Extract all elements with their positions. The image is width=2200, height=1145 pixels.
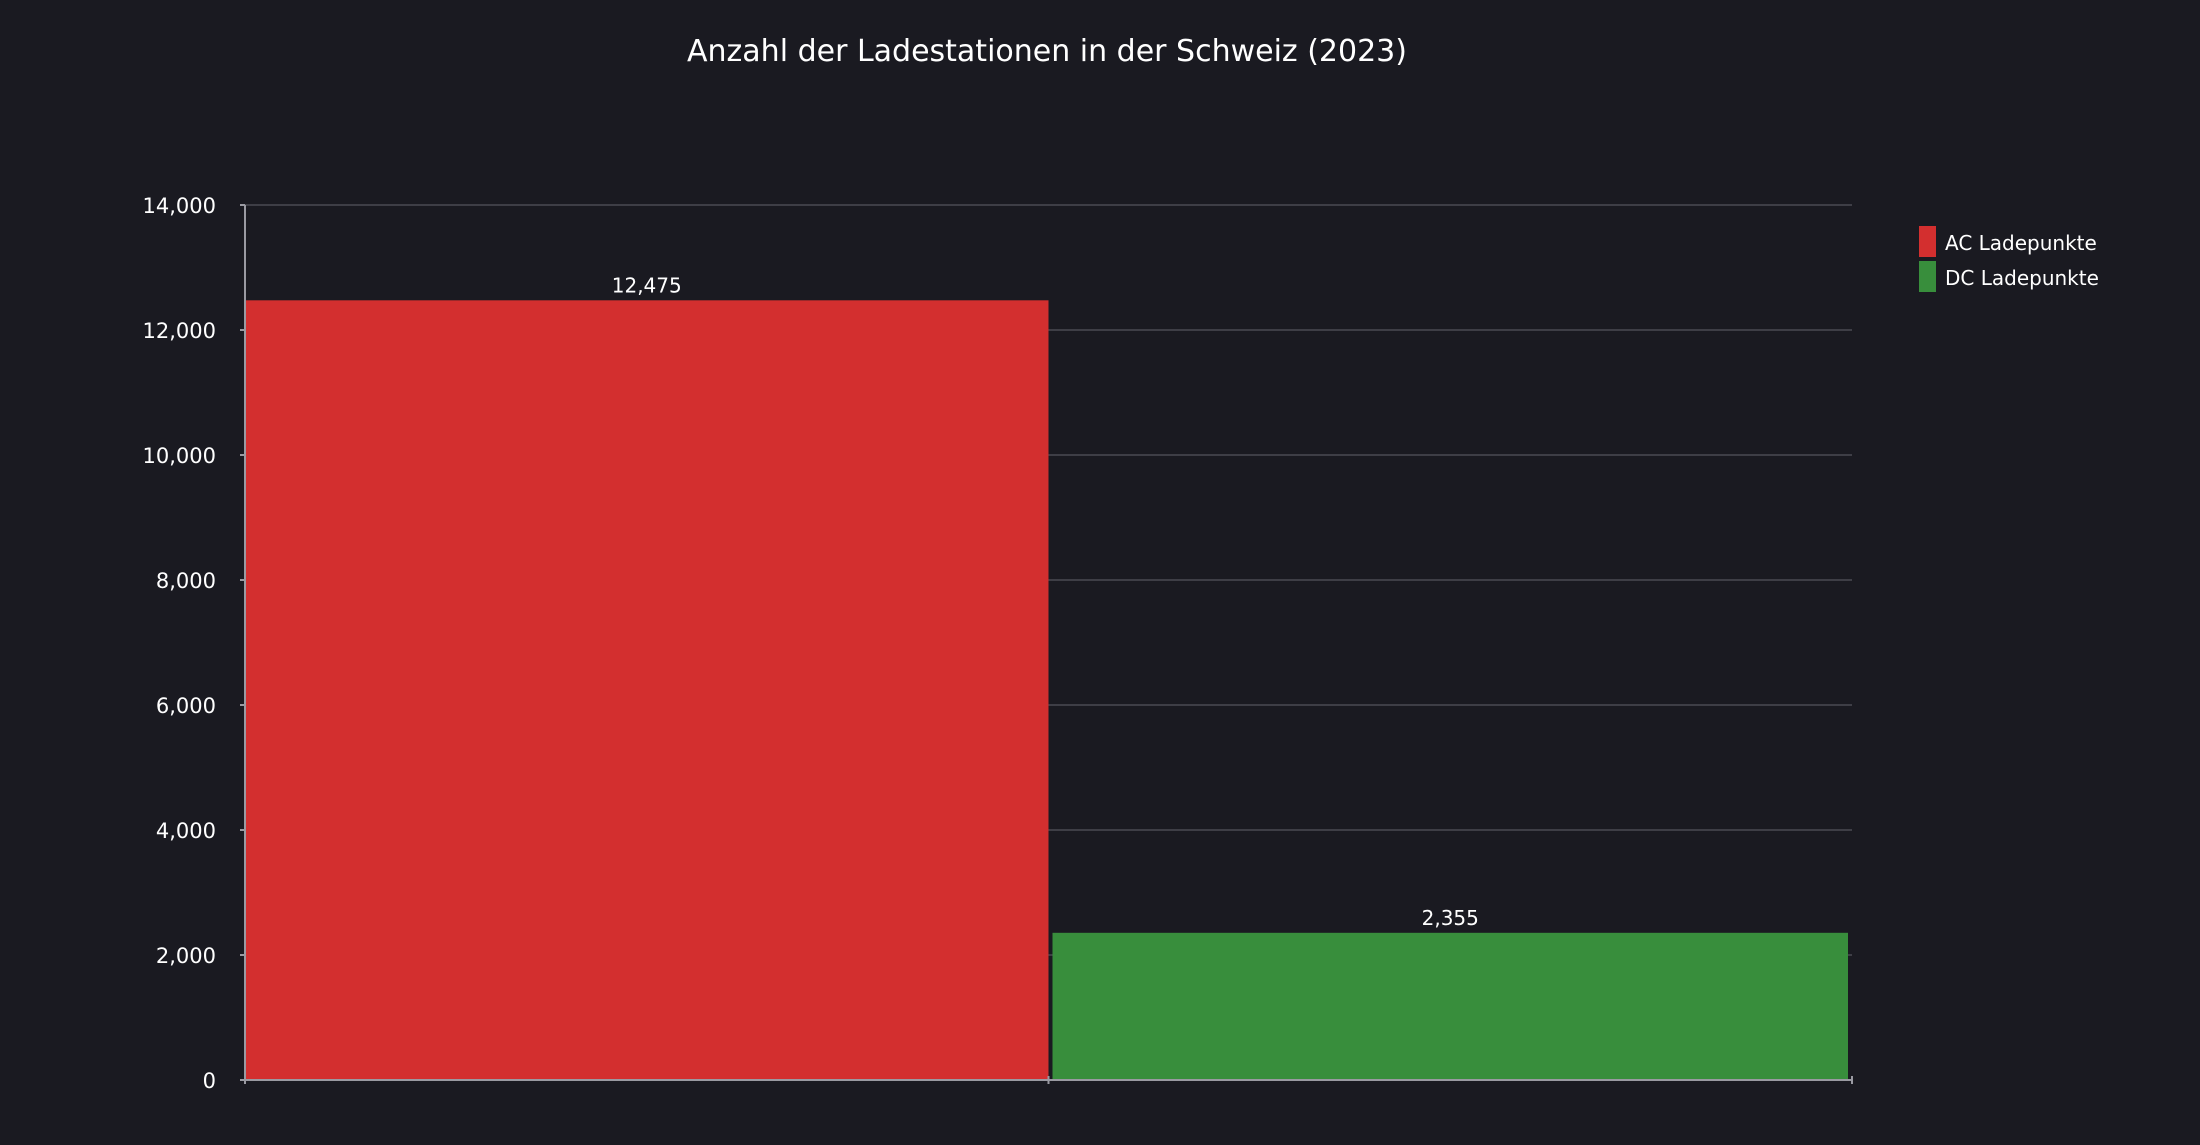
axes: 0 2,000 4,000 6,000 8,000 10,000 12,000 14,000 [143,194,1853,1093]
y-tick-label: 14,000 [143,194,216,218]
bar-dc-ladepunkte [1052,932,1848,1080]
legend-label: AC Ladepunkte [1945,231,2097,255]
bars: 12,475 2,355 [245,273,1848,1080]
bar-ac-ladepunkte [245,300,1049,1080]
y-tick-label: 6,000 [156,694,216,718]
chart-title: Anzahl der Ladestationen in der Schweiz … [687,34,1407,69]
y-tick-label: 12,000 [143,319,216,343]
data-label: 2,355 [1422,906,1479,930]
y-tick-label: 0 [203,1069,216,1093]
legend: AC Ladepunkte DC Ladepunkte [1919,226,2099,292]
data-label: 12,475 [612,273,682,297]
legend-label: DC Ladepunkte [1945,266,2099,290]
y-tick-label: 10,000 [143,444,216,468]
y-tick-label: 2,000 [156,944,216,968]
y-tick-label: 8,000 [156,569,216,593]
legend-swatch [1919,226,1936,257]
legend-swatch [1919,261,1936,292]
y-tick-label: 4,000 [156,819,216,843]
